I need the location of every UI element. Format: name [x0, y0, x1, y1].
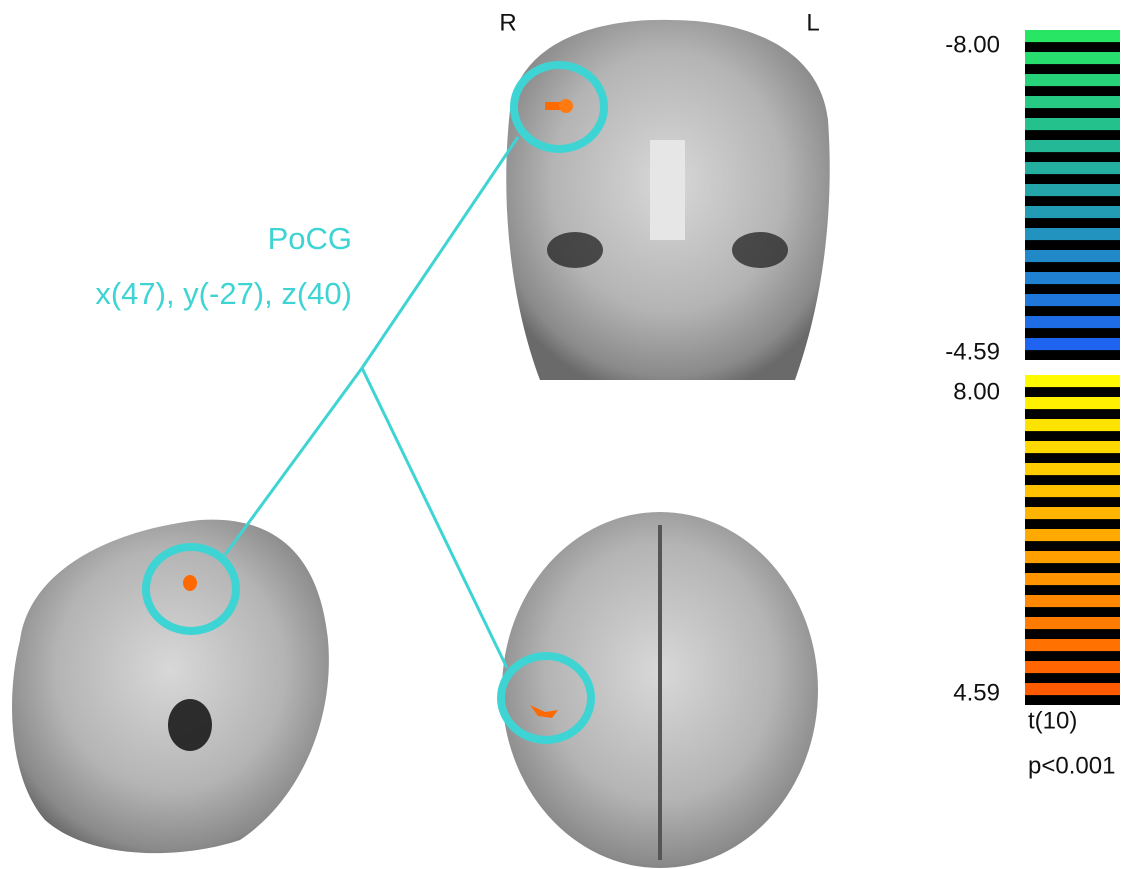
sagittal-slice	[12, 520, 329, 854]
axial-slice	[502, 512, 818, 868]
statistic-label: t(10)	[1028, 707, 1077, 734]
colorbar-band	[1025, 206, 1120, 218]
colorbar-band	[1025, 617, 1120, 629]
colorbar-band	[1025, 30, 1120, 42]
colorbar-band	[1025, 184, 1120, 196]
colorbar-band	[1025, 338, 1120, 350]
colorbar-band	[1025, 529, 1120, 541]
region-label: PoCG	[268, 221, 352, 256]
colorbar-label: 8.00	[953, 378, 1000, 405]
figure-canvas: R L PoCG x(47), y(-27), z(40) -8.00 -4.5…	[0, 0, 1145, 869]
coordinate-label: x(47), y(-27), z(40)	[95, 276, 352, 311]
coronal-slice	[506, 20, 829, 380]
colorbar-band	[1025, 294, 1120, 306]
colorbar-band	[1025, 485, 1120, 497]
colorbar-band	[1025, 140, 1120, 152]
colorbar-band	[1025, 228, 1120, 240]
threshold-label: p<0.001	[1028, 752, 1115, 779]
colorbar-band	[1025, 463, 1120, 475]
colorbar-band	[1025, 118, 1120, 130]
colorbar-band	[1025, 551, 1120, 563]
colorbar-label: -8.00	[945, 31, 1000, 58]
colorbar-band	[1025, 595, 1120, 607]
orientation-label: R	[499, 9, 516, 36]
colorbar-band	[1025, 507, 1120, 519]
colorbar-band	[1025, 639, 1120, 651]
colorbar-band	[1025, 573, 1120, 585]
colorbar-band	[1025, 96, 1120, 108]
colorbar-band	[1025, 375, 1120, 387]
colorbar-label: 4.59	[953, 679, 1000, 706]
colorbar-band	[1025, 272, 1120, 284]
colorbar-band	[1025, 74, 1120, 86]
colorbar-band	[1025, 441, 1120, 453]
colorbar-label: -4.59	[945, 338, 1000, 365]
colorbar-band	[1025, 661, 1120, 673]
colorbar	[1025, 30, 1120, 705]
colorbar-band	[1025, 397, 1120, 409]
colorbar-band	[1025, 683, 1120, 695]
figure: R L PoCG x(47), y(-27), z(40) -8.00 -4.5…	[0, 0, 1145, 869]
orientation-label: L	[806, 9, 819, 36]
colorbar-band	[1025, 316, 1120, 328]
colorbar-band	[1025, 419, 1120, 431]
colorbar-band	[1025, 52, 1120, 64]
colorbar-band	[1025, 162, 1120, 174]
colorbar-band	[1025, 250, 1120, 262]
